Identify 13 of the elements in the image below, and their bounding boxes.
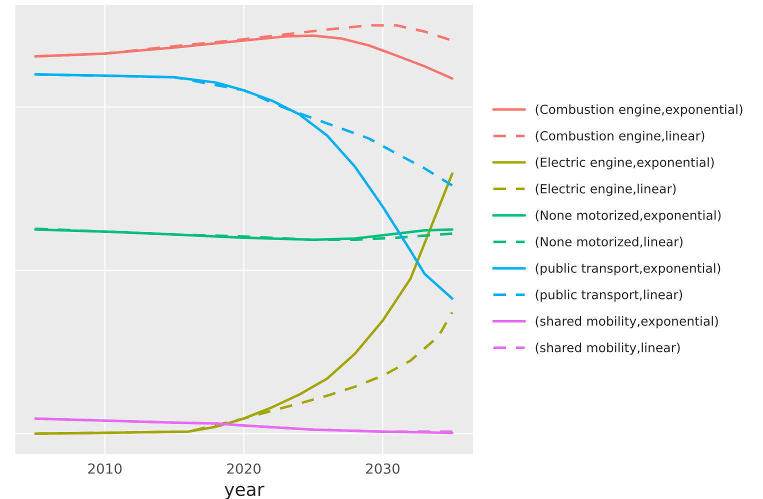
legend-label: (Combustion engine,linear) — [536, 130, 704, 143]
legend-label: (Electric engine,linear) — [536, 184, 676, 196]
legend-label: (public transport,exponential) — [536, 263, 720, 276]
x-tick-label: 2020 — [227, 463, 261, 474]
x-tick-label: 2010 — [88, 463, 122, 474]
legend-label: (shared mobility,exponential) — [536, 316, 718, 328]
x-tick-label: 2030 — [366, 463, 400, 474]
legend-label: (None motorized,exponential) — [536, 210, 721, 222]
legend-label: (shared mobility,linear) — [536, 342, 680, 355]
legend-label: (None motorized,linear) — [536, 236, 682, 248]
legend-label: (Combustion engine,exponential) — [536, 104, 742, 116]
legend-label: (public transport,linear) — [536, 290, 682, 302]
legend-label: (Electric engine,exponential) — [536, 157, 714, 170]
